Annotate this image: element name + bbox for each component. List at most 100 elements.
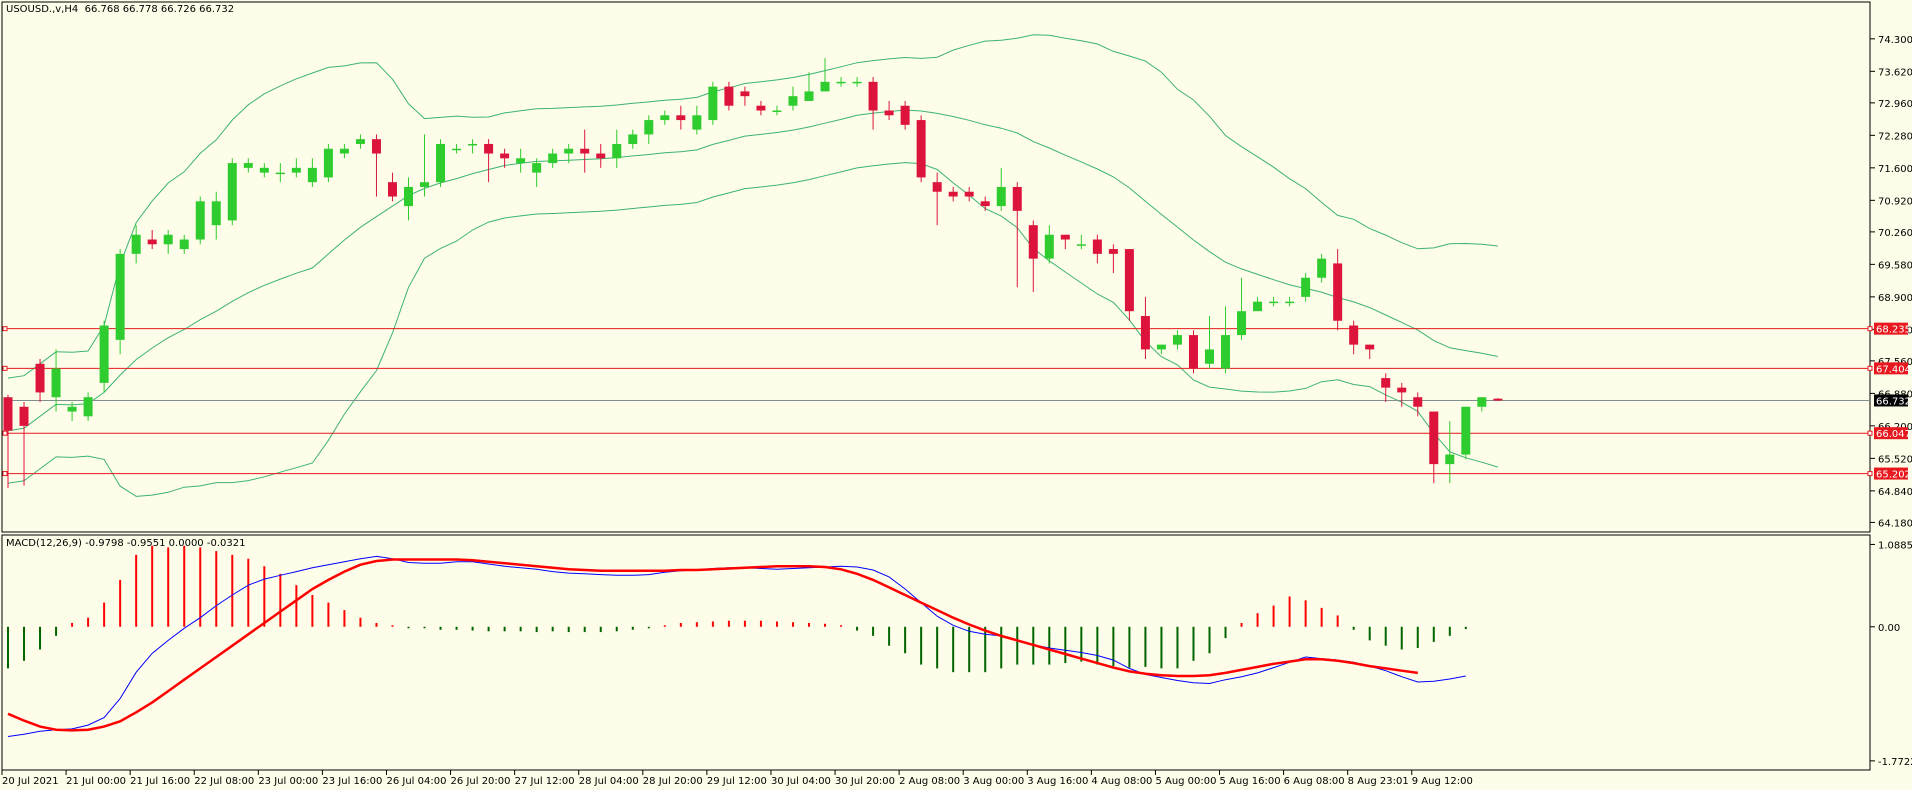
- time-tick-label: 21 Jul 16:00: [130, 776, 190, 787]
- candle-body: [612, 143, 622, 159]
- candle-body: [1333, 263, 1343, 321]
- candle-body: [371, 139, 381, 154]
- candle-body: [291, 167, 301, 173]
- candle: [259, 163, 269, 178]
- candle: [355, 134, 365, 149]
- candle: [1076, 234, 1086, 250]
- time-tick-label: 5 Aug 00:00: [1155, 776, 1216, 787]
- candle: [131, 225, 141, 264]
- candle-body: [932, 182, 942, 192]
- price-axis: 74.300 73.620 72.960 72.280 71.600 70.920 70.2…: [1870, 35, 1912, 529]
- level-label-box: [1874, 427, 1908, 440]
- candles: [3, 57, 1503, 488]
- candle-body: [804, 91, 814, 101]
- price-tick-label: 70.260: [1878, 228, 1912, 239]
- candle-body: [67, 406, 77, 412]
- time-axis: 20 Jul 2021 21 Jul 00:00 21 Jul 16:00 22 Ju…: [1, 770, 1473, 787]
- candle: [964, 186, 974, 202]
- level-handle[interactable]: [2, 430, 8, 436]
- candle: [243, 158, 253, 173]
- candle-body: [1092, 239, 1102, 254]
- macd-header: MACD(12,26,9) -0.9798 -0.9551 0.0000 -0.…: [6, 538, 246, 549]
- candle-body: [1317, 258, 1327, 278]
- candle-body: [1012, 186, 1022, 211]
- level-handle[interactable]: [1867, 326, 1873, 332]
- candle: [452, 143, 462, 154]
- candle-body: [1172, 335, 1182, 345]
- candle: [1092, 234, 1102, 264]
- candle: [1108, 244, 1118, 273]
- candle: [1012, 182, 1022, 288]
- level-handle[interactable]: [2, 471, 8, 477]
- candle-body: [211, 201, 221, 226]
- candle: [1429, 411, 1439, 484]
- candle: [996, 167, 1006, 211]
- candle: [1317, 253, 1327, 283]
- time-tick-label: 30 Jul 04:00: [771, 776, 831, 787]
- main-pane: [1, 1, 1871, 533]
- time-tick-label: 2 Aug 08:00: [899, 776, 960, 787]
- candle: [1365, 344, 1375, 359]
- level-handle[interactable]: [1867, 430, 1873, 436]
- candle-body: [548, 153, 558, 164]
- price-tick-label: 70.920: [1878, 196, 1912, 207]
- current-price-box: [1874, 394, 1908, 407]
- time-tick-label: 28 Jul 20:00: [643, 776, 703, 787]
- candle: [548, 148, 558, 168]
- candle-body: [1349, 325, 1359, 345]
- macd-pane: [1, 534, 1871, 771]
- time-tick-label: 5 Aug 16:00: [1220, 776, 1281, 787]
- candle-body: [227, 163, 237, 221]
- candle-body: [1253, 301, 1263, 312]
- candle: [275, 163, 285, 183]
- level-handle[interactable]: [2, 365, 8, 371]
- candle-body: [1493, 398, 1503, 401]
- candle-body: [323, 148, 333, 178]
- candle: [147, 229, 157, 250]
- candle-body: [756, 105, 766, 111]
- candle: [596, 143, 606, 168]
- candle: [676, 105, 686, 130]
- level-label: 67.404: [1876, 364, 1911, 375]
- candle: [291, 158, 301, 178]
- level-label-box: [1874, 362, 1908, 375]
- candle-body: [307, 167, 317, 183]
- candle: [628, 129, 638, 149]
- level-handle[interactable]: [2, 326, 8, 332]
- price-tick-label: 72.960: [1878, 99, 1912, 110]
- candle-body: [1108, 249, 1118, 254]
- candle-body: [1477, 397, 1487, 407]
- candle-body: [1269, 301, 1279, 304]
- level-handle[interactable]: [1867, 471, 1873, 477]
- price-tick-label: 73.620: [1878, 67, 1912, 78]
- candle-body: [788, 96, 798, 106]
- candle-body: [740, 91, 750, 97]
- band-upper: [7, 34, 1498, 379]
- candle: [387, 172, 397, 202]
- candle-body: [1301, 277, 1311, 297]
- candle-body: [275, 172, 285, 175]
- candle-body: [243, 163, 253, 168]
- candle: [179, 234, 189, 254]
- candle-body: [1140, 315, 1150, 350]
- macd-tick-label: 0.00: [1878, 623, 1900, 634]
- price-tick-label: 71.600: [1878, 164, 1912, 175]
- candle-body: [259, 167, 269, 173]
- candle: [804, 72, 814, 101]
- candle: [708, 81, 718, 125]
- candle: [99, 320, 109, 393]
- candle-body: [948, 191, 958, 197]
- candle: [1028, 220, 1038, 293]
- candle: [35, 358, 45, 402]
- candle: [323, 143, 333, 183]
- level-handle[interactable]: [1867, 365, 1873, 371]
- candle-body: [1060, 234, 1070, 240]
- candle-body: [644, 120, 654, 135]
- candle: [852, 77, 862, 87]
- band-lower: [7, 162, 1499, 497]
- candle: [660, 110, 670, 125]
- candle-body: [996, 186, 1006, 207]
- candle: [900, 100, 910, 130]
- candle: [1060, 234, 1070, 250]
